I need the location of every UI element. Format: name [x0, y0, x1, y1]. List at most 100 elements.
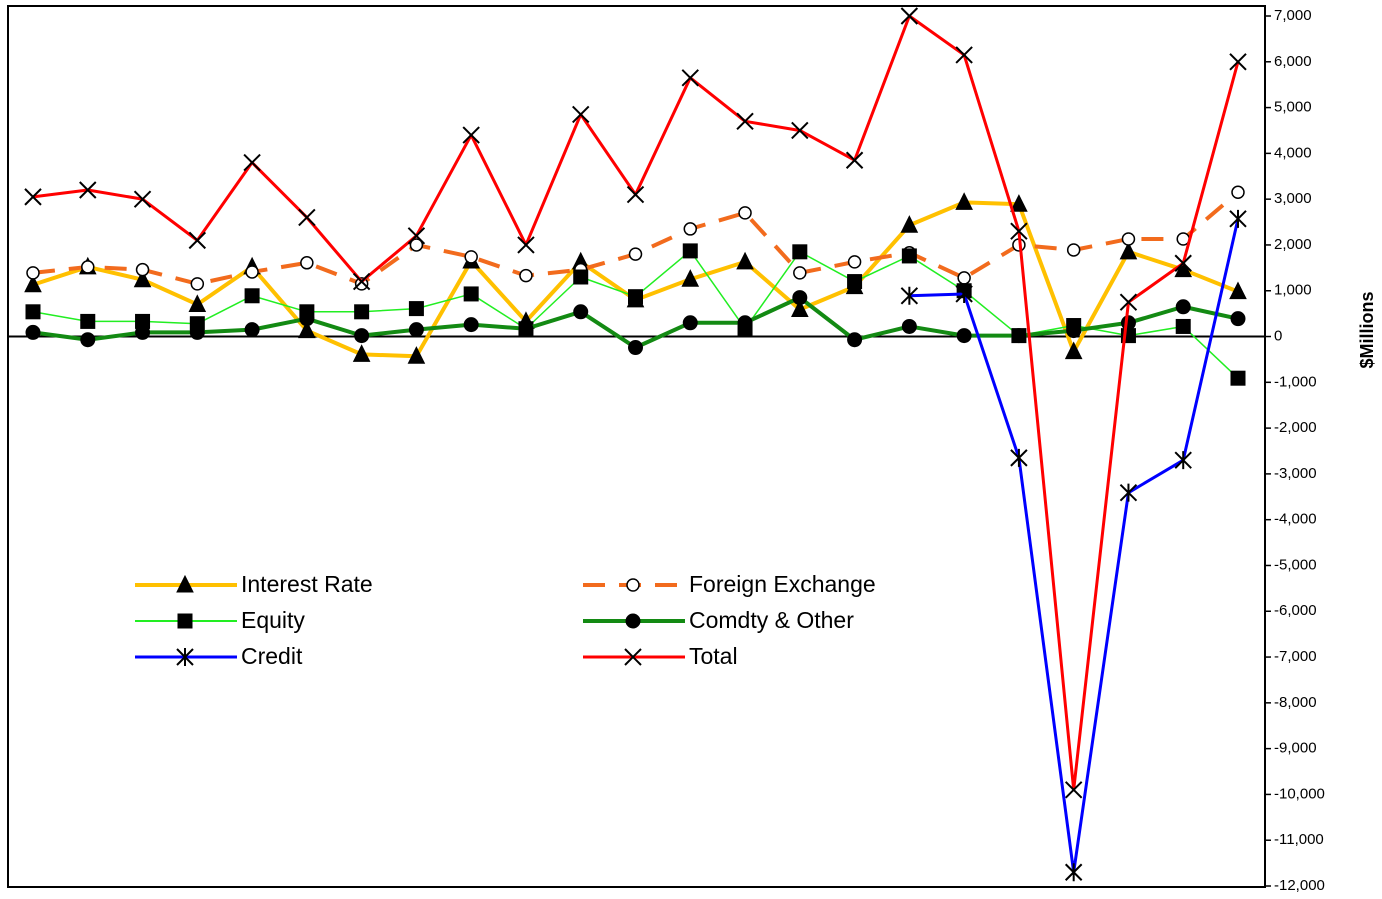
marker	[900, 7, 919, 25]
marker	[79, 181, 97, 199]
marker	[25, 304, 41, 320]
y-tick-label: -3,000	[1274, 465, 1317, 482]
marker	[955, 46, 973, 64]
marker	[573, 304, 589, 320]
marker	[135, 324, 151, 340]
marker	[845, 151, 864, 169]
marker	[792, 244, 808, 260]
marker	[1175, 299, 1191, 315]
series	[25, 290, 1246, 356]
marker	[518, 321, 534, 337]
marker	[1229, 209, 1247, 228]
y-tick-label: 2,000	[1274, 236, 1312, 253]
y-tick-label: 1,000	[1274, 282, 1312, 299]
marker	[244, 288, 260, 304]
marker	[1066, 323, 1082, 339]
marker	[407, 227, 426, 245]
marker	[1010, 448, 1028, 467]
marker	[736, 251, 754, 270]
marker	[572, 105, 590, 124]
marker	[1119, 483, 1138, 502]
marker	[1229, 281, 1247, 300]
y-tick-label: -1,000	[1274, 373, 1317, 390]
marker	[1121, 232, 1136, 246]
marker	[80, 332, 96, 348]
series-line	[32, 190, 1240, 286]
marker	[300, 256, 314, 270]
marker	[133, 269, 152, 288]
marker	[900, 215, 919, 233]
marker	[957, 271, 971, 285]
legend-label: Total	[689, 643, 738, 669]
marker	[1011, 328, 1027, 344]
marker	[24, 188, 42, 206]
y-tick-label: 7,000	[1274, 7, 1312, 24]
marker	[955, 284, 973, 303]
marker	[298, 208, 316, 227]
y-tick-label: 0	[1274, 327, 1282, 344]
marker	[901, 318, 917, 334]
legend-marker	[624, 648, 642, 666]
y-tick-label: -6,000	[1274, 602, 1317, 619]
y-axis-label: $Millions	[1357, 291, 1377, 368]
marker	[736, 112, 754, 131]
y-tick-label: -9,000	[1274, 740, 1317, 757]
marker	[245, 265, 259, 279]
marker	[683, 222, 698, 236]
legend-marker	[625, 613, 641, 629]
y-tick-label: 5,000	[1274, 99, 1312, 116]
marker	[81, 260, 95, 274]
marker	[1066, 243, 1081, 257]
marker	[793, 266, 807, 280]
y-tick-label: -4,000	[1274, 511, 1317, 528]
series	[900, 209, 1247, 882]
marker	[1174, 451, 1192, 470]
y-tick-label: -12,000	[1274, 877, 1325, 894]
y-tick-label: 6,000	[1274, 53, 1312, 70]
marker	[135, 262, 150, 277]
y-tick-label: -7,000	[1274, 648, 1317, 665]
marker	[352, 272, 371, 291]
legend-label: Foreign Exchange	[689, 571, 876, 597]
marker	[244, 322, 260, 338]
marker	[628, 340, 643, 356]
marker	[25, 324, 41, 340]
marker	[737, 315, 753, 331]
marker	[791, 121, 809, 140]
marker	[464, 250, 478, 264]
marker	[1064, 863, 1083, 882]
marker	[354, 328, 370, 344]
plot-frame	[7, 5, 1266, 888]
legend-label: Interest Rate	[241, 571, 373, 597]
series	[24, 192, 1247, 364]
marker	[1174, 254, 1192, 272]
marker	[682, 315, 698, 331]
marker	[408, 322, 424, 338]
marker	[681, 269, 700, 287]
marker	[352, 344, 371, 362]
legend-marker	[176, 648, 194, 666]
marker	[299, 311, 315, 327]
series-line	[909, 218, 1240, 874]
marker	[1010, 194, 1028, 212]
legend-label: Equity	[241, 607, 305, 633]
legend-label: Comdty & Other	[689, 607, 854, 633]
marker	[190, 277, 205, 291]
y-tick-label: -11,000	[1274, 831, 1324, 848]
marker	[1064, 341, 1083, 360]
legend-marker	[177, 613, 193, 629]
marker	[791, 299, 809, 318]
legend-marker	[176, 574, 194, 593]
marker	[188, 231, 207, 250]
marker	[681, 69, 699, 87]
marker	[26, 266, 40, 280]
marker	[298, 320, 316, 339]
marker	[847, 332, 863, 348]
marker	[80, 313, 96, 329]
y-tick-label: 3,000	[1274, 190, 1312, 207]
marker	[407, 346, 426, 364]
marker	[519, 268, 533, 283]
marker	[955, 192, 973, 210]
marker	[517, 236, 535, 254]
marker	[1010, 222, 1028, 240]
